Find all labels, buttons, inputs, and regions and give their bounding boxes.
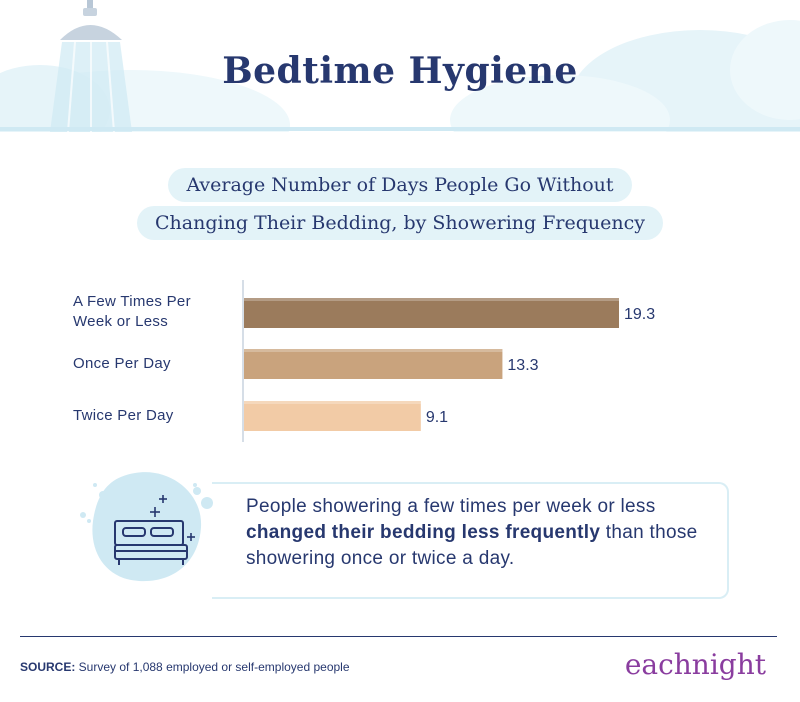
chart-title: Average Number of Days People Go Without… xyxy=(0,168,800,244)
bar xyxy=(244,401,421,431)
category-label: Twice Per Day xyxy=(73,407,174,424)
bar-highlight xyxy=(244,401,421,404)
brand-logo: eachnight xyxy=(624,648,766,681)
category-label: Once Per Day xyxy=(73,355,171,372)
bar-highlight xyxy=(244,298,619,301)
bed-illustration xyxy=(75,455,215,600)
shower-head-icon xyxy=(60,25,122,40)
bed-icon xyxy=(114,520,188,565)
callout-text: People showering a few times per week or… xyxy=(246,494,726,572)
category-label: A Few Times Per Week or Less xyxy=(73,292,243,332)
bar xyxy=(244,298,619,328)
page-title: Bedtime Hygiene xyxy=(222,50,578,92)
bar-value-label: 9.1 xyxy=(426,409,448,426)
callout-text-regular: People showering a few times per week or… xyxy=(246,496,656,517)
bar xyxy=(244,349,503,379)
header-divider xyxy=(0,127,800,131)
bar-chart: A Few Times Per Week or Less Once Per Da… xyxy=(0,280,800,450)
source-note: SOURCE: Survey of 1,088 employed or self… xyxy=(20,660,350,674)
bar-highlight xyxy=(244,349,503,352)
chart-title-line-2: Changing Their Bedding, by Showering Fre… xyxy=(137,206,663,240)
header: Bedtime Hygiene xyxy=(0,0,800,132)
bars-plot-area: 19.3 13.3 9.1 xyxy=(242,280,655,442)
callout-text-bold: changed their bedding less frequently xyxy=(246,522,601,543)
sparkle-icon xyxy=(150,495,195,541)
blob-background-icon xyxy=(92,472,202,582)
category-label-line: Week or Less xyxy=(73,313,169,330)
footer-divider xyxy=(20,636,777,637)
chart-title-line-1: Average Number of Days People Go Without xyxy=(168,168,632,202)
callout-box xyxy=(212,482,729,599)
bar-value-label: 13.3 xyxy=(507,357,538,374)
bar-value-label: 19.3 xyxy=(624,306,655,323)
category-label-line: A Few Times Per xyxy=(73,293,191,310)
header-background-illustration xyxy=(0,0,800,132)
source-label: SOURCE: xyxy=(20,660,76,674)
source-text: Survey of 1,088 employed or self-employe… xyxy=(75,660,350,674)
callout-text-regular-end: than those showering once or twice a day… xyxy=(246,522,698,569)
